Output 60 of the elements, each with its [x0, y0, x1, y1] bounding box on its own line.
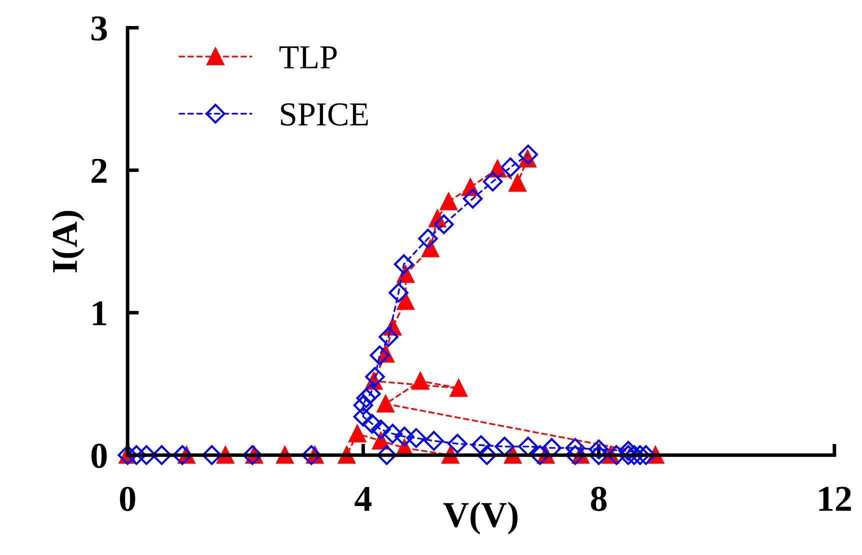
- point: [471, 435, 491, 456]
- point: [376, 445, 397, 465]
- point: [136, 445, 156, 465]
- point: [462, 188, 483, 209]
- point: [388, 282, 408, 303]
- point: [500, 157, 520, 178]
- point: [482, 172, 503, 192]
- point: [418, 228, 438, 248]
- point: [448, 434, 468, 454]
- point: [353, 406, 374, 427]
- point: [434, 214, 454, 234]
- point: [477, 445, 497, 465]
- point: [396, 292, 414, 310]
- point: [412, 372, 430, 390]
- y-tick-label: 3: [91, 16, 107, 41]
- x-tick-label: 4: [354, 486, 372, 511]
- point: [450, 379, 468, 397]
- x-tick-label: 8: [590, 486, 607, 512]
- point: [494, 436, 514, 456]
- point: [406, 428, 426, 448]
- point: [365, 366, 385, 387]
- point: [630, 445, 650, 465]
- point: [606, 445, 626, 465]
- point: [382, 424, 403, 444]
- point: [353, 395, 374, 416]
- x-axis-title: V(V): [443, 502, 518, 534]
- y-tick-label: 2: [92, 158, 107, 183]
- point: [360, 384, 381, 404]
- point: [542, 438, 562, 458]
- point: [518, 144, 538, 164]
- point: [356, 388, 376, 408]
- point: [378, 326, 398, 347]
- point: [588, 445, 609, 465]
- point: [424, 430, 444, 451]
- point: [362, 414, 382, 434]
- point: [518, 436, 538, 456]
- point: [530, 445, 550, 465]
- point: [394, 254, 414, 274]
- point: [636, 445, 656, 465]
- point: [618, 440, 638, 461]
- y-axis-title: I(A): [52, 210, 85, 272]
- point: [348, 425, 366, 442]
- point: [172, 445, 192, 465]
- point: [508, 174, 526, 192]
- x-tick-label: 12: [819, 486, 851, 511]
- point: [440, 192, 458, 210]
- point: [370, 420, 391, 440]
- x-tick-label: 0: [120, 486, 136, 512]
- point: [370, 346, 390, 366]
- point: [376, 395, 394, 412]
- point: [565, 438, 586, 458]
- point: [394, 426, 414, 446]
- legend-label: TLP: [279, 46, 337, 68]
- point: [588, 440, 609, 460]
- legend-label: SPICE: [281, 103, 368, 126]
- y-tick-label: 1: [92, 301, 106, 326]
- point: [565, 445, 586, 465]
- point: [202, 445, 222, 465]
- point: [301, 445, 322, 465]
- y-tick-label: 0: [91, 444, 107, 468]
